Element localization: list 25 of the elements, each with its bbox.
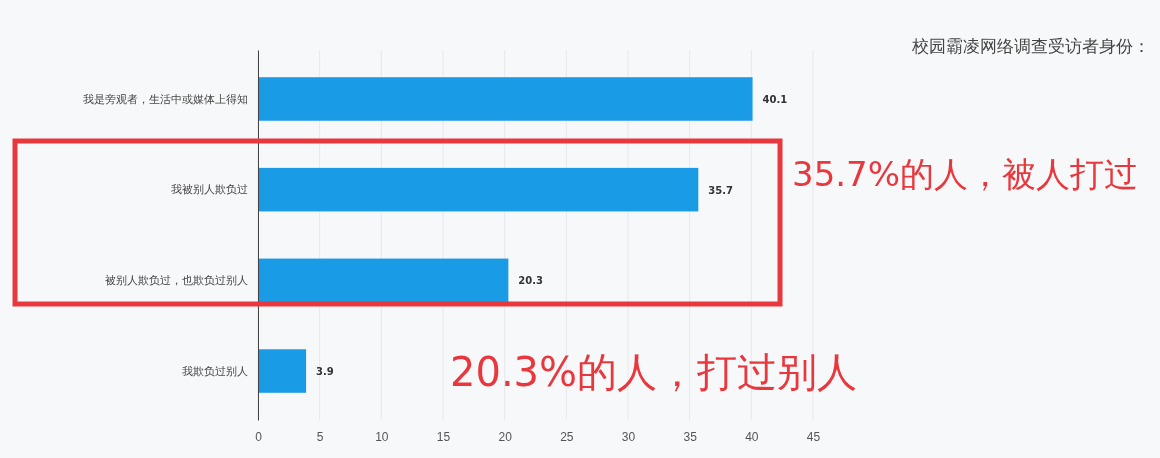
data-label: 20.3 (518, 275, 544, 287)
x-tick-label: 25 (560, 429, 574, 444)
bar (258, 349, 307, 393)
bar (258, 167, 699, 212)
y-tick-label: 我被别人欺负过 (171, 183, 248, 196)
text: 校园霸凌网络调查受访者身份： (911, 36, 1150, 56)
x-tick-label: 30 (621, 429, 636, 444)
y-tick-label: 我是旁观者，生活中或媒体上得知 (83, 92, 248, 105)
y-tick-label: 被别人欺负过，也欺负过别人 (105, 273, 248, 286)
x-tick-label: 20 (498, 429, 513, 444)
data-label: 3.9 (316, 366, 334, 378)
x-tick-label: 45 (806, 429, 821, 444)
x-tick-label: 0 (255, 429, 263, 444)
annotation: 35.7%的人，被人打过 (792, 154, 1139, 194)
bar (258, 77, 753, 121)
data-label: 35.7 (708, 184, 734, 196)
x-tick-label: 10 (375, 429, 389, 444)
data-label: 40.1 (762, 93, 788, 105)
annotation: 20.3%的人，打过别人 (450, 349, 858, 395)
y-tick-label: 我欺负过别人 (182, 364, 248, 377)
bar (258, 258, 509, 303)
x-tick-label: 15 (436, 429, 451, 444)
x-tick-label: 5 (316, 429, 324, 444)
x-tick-label: 35 (683, 429, 698, 444)
x-tick-label: 40 (745, 429, 759, 444)
